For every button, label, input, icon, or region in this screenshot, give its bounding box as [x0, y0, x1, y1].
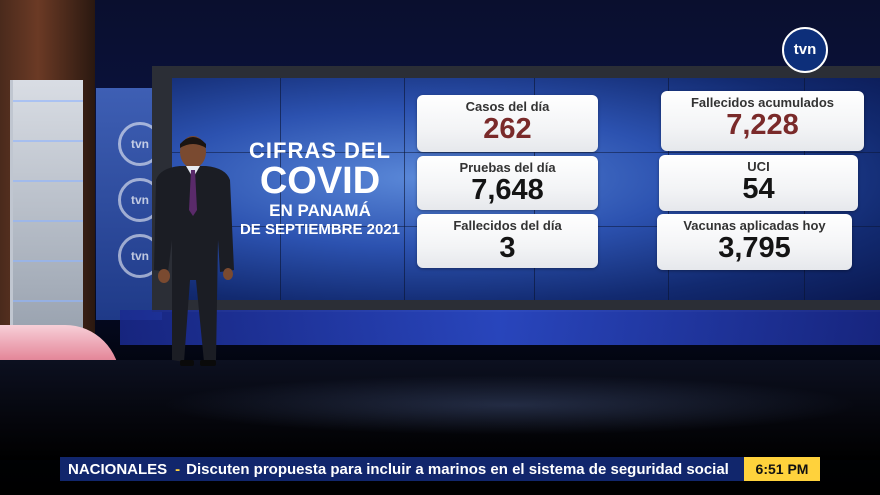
stat-value: 262: [483, 113, 532, 145]
stat-label: Vacunas aplicadas hoy: [683, 218, 826, 233]
stat-card-uci: UCI 54: [659, 155, 858, 211]
headline-line-3: EN PANAMÁ: [269, 201, 371, 220]
stat-label: Fallecidos acumulados: [690, 95, 835, 110]
stat-label: Casos del día: [465, 99, 550, 114]
stat-value: 3,795: [718, 232, 791, 264]
headline-line-2: COVID: [259, 160, 381, 202]
stat-card-pruebas: Pruebas del día 7,648: [417, 156, 598, 210]
studio-light-panel: [10, 80, 83, 330]
studio-floor: [0, 360, 880, 460]
headline-line-1: CIFRAS DEL: [249, 138, 391, 163]
stat-value: 3: [499, 232, 516, 264]
stat-card-fallecidos-dia: Fallecidos del día 3: [417, 214, 598, 268]
stat-value: 7,228: [726, 109, 799, 141]
studio-blue-strip: [120, 310, 880, 345]
news-anchor: [154, 136, 234, 366]
stat-value: 54: [742, 173, 775, 205]
stat-card-vacunas: Vacunas aplicadas hoy 3,795: [657, 214, 852, 270]
floor-reflection: [160, 375, 860, 435]
stat-card-fallecidos-acumulados: Fallecidos acumulados 7,228: [661, 91, 864, 151]
stat-label: UCI: [747, 159, 770, 174]
covid-headline: CIFRAS DEL COVID EN PANAMÁ DE SEPTIEMBRE…: [230, 138, 410, 238]
headline-line-4: DE SEPTIEMBRE 2021: [239, 221, 401, 238]
stat-label: Fallecidos del día: [453, 218, 562, 233]
stat-label: Pruebas del día: [459, 160, 556, 175]
ticker-separator: -: [175, 460, 181, 478]
ticker-section: NACIONALES: [68, 460, 168, 478]
ticker-time: 6:51 PM: [744, 457, 820, 481]
stat-value: 7,648: [471, 174, 544, 206]
stat-card-casos: Casos del día 262: [417, 95, 598, 152]
lower-third-ticker: NACIONALES - Discuten propuesta para inc…: [60, 457, 820, 481]
ticker-headline: Discuten propuesta para incluir a marino…: [186, 460, 729, 478]
channel-logo: tvn: [782, 27, 828, 73]
